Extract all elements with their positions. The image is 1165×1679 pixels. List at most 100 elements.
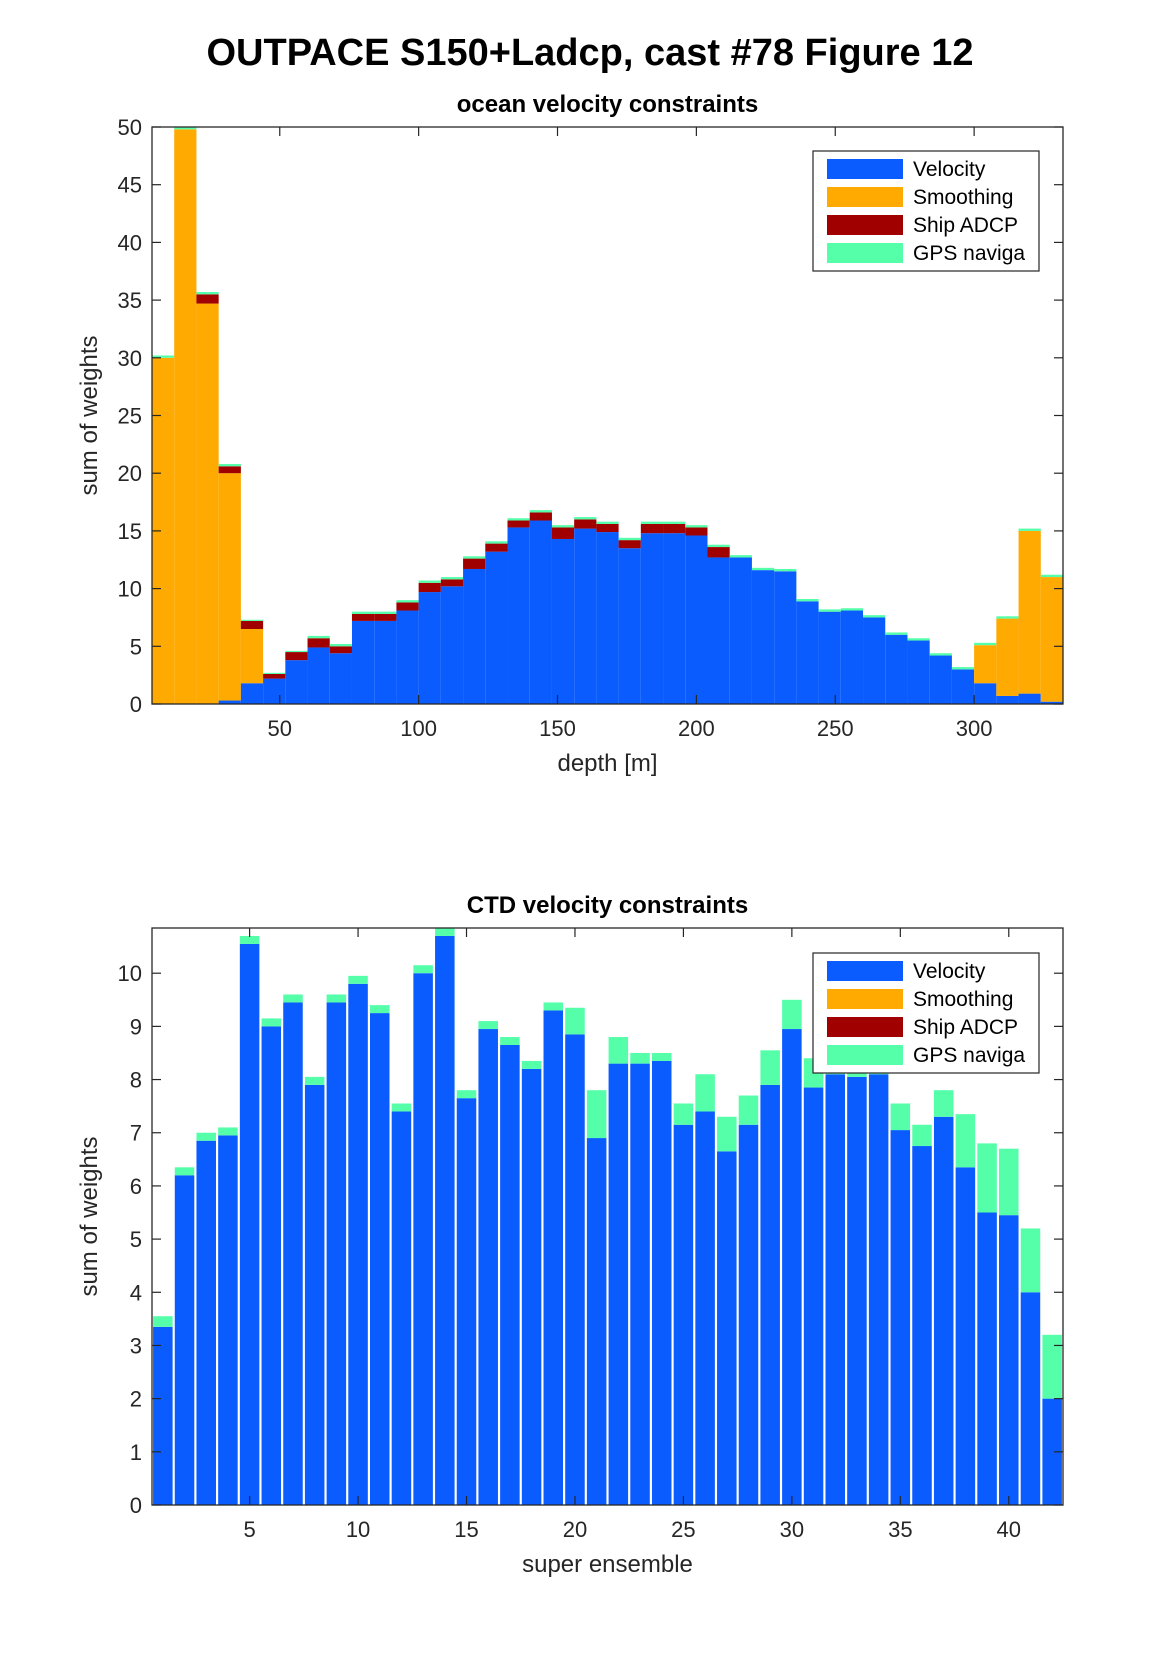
bar-gps-naviga	[729, 555, 752, 558]
x-tick-label: 15	[454, 1517, 478, 1542]
bar-velocity	[507, 527, 530, 704]
bar-ship-adcp	[463, 558, 486, 569]
bar-velocity	[478, 1029, 498, 1505]
x-tick-label: 50	[268, 716, 292, 741]
bar-gps-naviga	[329, 643, 352, 647]
figure-title: OUTPACE S150+Ladcp, cast #78 Figure 12	[207, 32, 974, 74]
bar-gps-naviga	[351, 611, 375, 614]
chart-ocean-velocity-constraints: 50 100 150 200 250 300 0 5 10 15 20 25 30 35 40 45 50 oc…	[76, 91, 1064, 777]
x-tick-label: 35	[888, 1517, 912, 1542]
bar-gps-naviga	[413, 965, 433, 974]
bar-velocity	[840, 610, 864, 704]
bar-ship-adcp	[574, 519, 597, 529]
y-tick-label: 6	[130, 1174, 142, 1199]
bar-gps-naviga	[685, 525, 708, 528]
bar-velocity	[369, 1013, 390, 1505]
axis-ticks: 5 10 15 20 25 30 35 40 0 1 2 3 4 5 6 7 8 9 10	[118, 928, 1063, 1542]
axes-box	[151, 927, 1064, 1506]
bar-velocity	[218, 1135, 238, 1505]
bar-velocity	[630, 1063, 650, 1505]
bar-velocity	[796, 601, 819, 704]
y-tick-label: 5	[130, 634, 142, 659]
bar-velocity	[651, 1060, 672, 1505]
bar-gps-naviga	[738, 1095, 759, 1125]
bar-velocity	[885, 634, 908, 704]
bar-gps-naviga	[440, 577, 464, 580]
bar-velocity	[760, 1084, 780, 1505]
legend-label: Velocity	[913, 960, 986, 983]
bar-velocity	[1020, 1292, 1041, 1505]
bar-gps-naviga	[707, 544, 730, 548]
bar-velocity	[456, 1098, 477, 1505]
bar-velocity	[440, 586, 464, 704]
bar-velocity	[933, 1116, 954, 1505]
bar-gps-naviga	[456, 1090, 477, 1099]
y-axis-label: sum of weights	[76, 1136, 103, 1296]
bar-gps-naviga	[885, 632, 908, 635]
bar-gps-naviga	[618, 537, 641, 541]
bar-velocity	[263, 678, 286, 704]
bar-gps-naviga	[565, 1007, 585, 1035]
bar-gps-naviga	[651, 1052, 672, 1061]
bar-gps-naviga	[261, 1018, 282, 1027]
bar-gps-naviga	[977, 1143, 997, 1213]
bar-gps-naviga	[586, 1090, 607, 1139]
bar-smoothing	[152, 357, 175, 704]
bar-velocity	[825, 1074, 846, 1505]
bar-ship-adcp	[485, 543, 508, 552]
bar-velocity	[240, 683, 264, 704]
bar-ship-adcp	[196, 294, 219, 304]
bar-velocity	[1042, 1398, 1062, 1505]
bar-gps-naviga	[500, 1037, 520, 1045]
bar-velocity	[863, 617, 886, 704]
bar-velocity	[738, 1124, 759, 1505]
bar-gps-naviga	[1020, 1228, 1041, 1293]
bar-velocity	[565, 1034, 585, 1505]
bar-velocity	[348, 983, 368, 1505]
y-axis-label: sum of weights	[76, 335, 103, 495]
bar-gps-naviga	[374, 611, 397, 614]
y-tick-label: 8	[130, 1068, 142, 1093]
y-tick-label: 15	[118, 519, 142, 544]
bar-velocity	[596, 532, 619, 704]
bar-velocity	[153, 1326, 173, 1505]
bar-gps-naviga	[999, 1148, 1019, 1216]
y-tick-label: 45	[118, 173, 142, 198]
bar-gps-naviga	[912, 1124, 932, 1147]
legend-swatch	[827, 1017, 903, 1037]
bar-gps-naviga	[478, 1021, 498, 1030]
bar-gps-naviga	[521, 1060, 542, 1069]
bar-smoothing	[196, 303, 219, 704]
bar-ship-adcp	[240, 620, 264, 629]
bar-gps-naviga	[529, 510, 552, 513]
bar-ship-adcp	[596, 523, 619, 533]
bar-gps-naviga	[507, 518, 530, 521]
bar-velocity	[751, 570, 775, 704]
bar-velocity	[500, 1044, 520, 1505]
bar-smoothing	[974, 645, 997, 684]
legend-label: Smoothing	[913, 186, 1013, 209]
bar-velocity	[574, 528, 597, 704]
bar-velocity	[912, 1146, 932, 1505]
bar-ship-adcp	[440, 579, 464, 587]
bar-velocity	[326, 1002, 347, 1505]
legend-label: GPS naviga	[913, 242, 1025, 265]
bar-ship-adcp	[218, 466, 241, 474]
bar-velocity	[485, 551, 508, 704]
bar-ship-adcp	[263, 673, 286, 679]
bar-gps-naviga	[391, 1103, 412, 1112]
x-tick-label: 30	[780, 1517, 804, 1542]
x-tick-label: 150	[539, 716, 576, 741]
bar-ship-adcp	[640, 523, 664, 534]
bar-ship-adcp	[685, 527, 708, 536]
bar-gps-naviga	[418, 580, 441, 583]
y-tick-label: 0	[130, 1493, 142, 1518]
bar-velocity	[729, 557, 752, 704]
bar-velocity	[847, 1076, 867, 1505]
bar-velocity	[218, 700, 241, 704]
x-tick-label: 40	[997, 1517, 1021, 1542]
bar-velocity	[868, 1074, 889, 1505]
y-tick-label: 7	[130, 1121, 142, 1146]
bar-gps-naviga	[174, 127, 197, 130]
